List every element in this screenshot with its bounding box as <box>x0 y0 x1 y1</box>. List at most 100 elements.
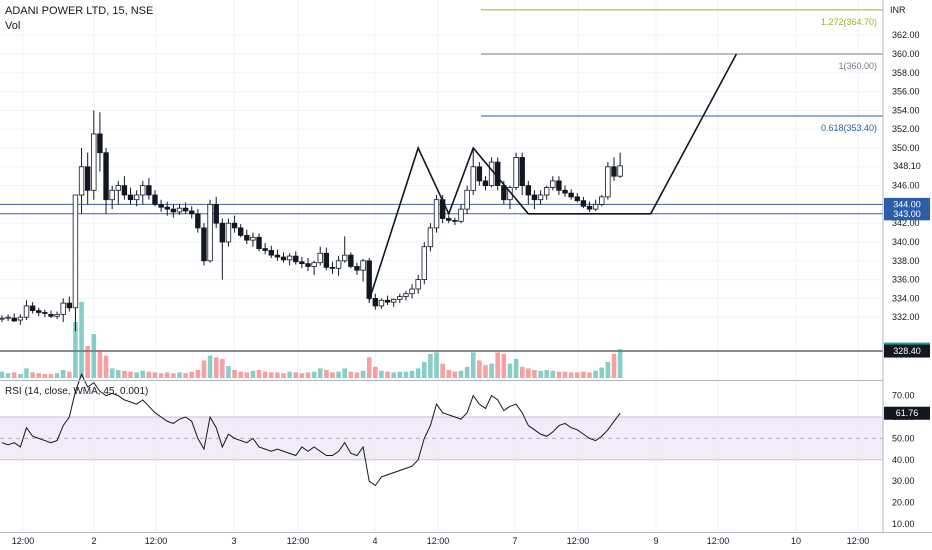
volume-bar <box>85 346 90 378</box>
volume-bar <box>128 371 133 378</box>
candle-body <box>574 196 580 202</box>
volume-bar <box>495 352 501 378</box>
candle-body <box>452 219 458 222</box>
rsi-value-tag-box <box>884 406 930 420</box>
volume-bar <box>397 371 403 378</box>
grid <box>0 0 883 532</box>
candle-body <box>213 203 219 224</box>
volume-bar <box>317 368 323 378</box>
volume-bar <box>415 368 421 378</box>
candle-body <box>433 199 440 229</box>
volume-bar <box>299 373 305 378</box>
fib-level-label: 1(360.00) <box>838 61 877 71</box>
candle-body <box>378 299 385 307</box>
volume-bar <box>526 368 531 378</box>
volume-bar <box>348 371 354 378</box>
volume-bar <box>213 357 219 378</box>
time-tick-label: 12:00 <box>847 536 870 546</box>
volume-bar <box>183 373 188 378</box>
price-tick-label: 332.00 <box>892 312 920 322</box>
candle-body <box>286 255 293 261</box>
horizontal-level-lines <box>0 203 883 352</box>
rsi-label[interactable]: RSI (14, close, WMA, 45, 0.001) <box>5 386 149 397</box>
price-tag-box <box>884 207 930 221</box>
volume-bar <box>171 373 176 378</box>
candle-body <box>5 316 11 319</box>
candle-body <box>97 133 103 154</box>
volume-bar <box>507 363 513 378</box>
fib-levels: 1.272(364.70) 1(360.00) 0.618(353.40) <box>481 9 883 133</box>
volume-bar <box>115 370 121 378</box>
candle-body <box>72 194 79 309</box>
volume-label[interactable]: Vol <box>5 20 21 32</box>
volume-bar <box>24 368 29 378</box>
candle-body <box>158 203 164 208</box>
candle-body <box>390 298 397 303</box>
candle-body <box>397 296 403 300</box>
candle-body <box>599 196 605 205</box>
rsi-tick-label: 50.00 <box>892 433 915 443</box>
candle-body <box>562 189 568 194</box>
price-axis[interactable]: 362.00 360.00 358.00 356.00 354.00 352.00 350.… <box>892 30 920 322</box>
volume-bar <box>336 371 341 378</box>
volume-bar <box>189 371 195 378</box>
candle-body <box>458 208 464 222</box>
volume-bar <box>330 372 335 378</box>
time-axis[interactable]: 12:00 2 12:00 3 12:00 4 12:00 7 12:00 9 12:00 10 12:… <box>12 536 870 546</box>
volume-bar <box>617 349 623 378</box>
candle-body <box>550 180 556 188</box>
candle-body <box>256 236 262 249</box>
candle-body <box>231 222 238 229</box>
candle-body <box>372 297 379 307</box>
price-tick-label: 362.00 <box>892 30 920 40</box>
candle-body <box>488 161 495 187</box>
candle-body <box>409 288 415 295</box>
volume-bar <box>483 365 488 378</box>
volume-bar <box>54 373 60 378</box>
candle-body <box>519 156 525 186</box>
volume-bar <box>581 371 586 378</box>
volume-bar <box>0 371 5 378</box>
volume-bar <box>446 370 452 378</box>
candle-body <box>127 194 134 201</box>
volume-bar <box>519 366 525 378</box>
volume-bar <box>79 302 84 378</box>
time-tick-label: 12:00 <box>427 536 450 546</box>
price-tick-label: 334.00 <box>892 293 920 303</box>
volume-bar <box>513 358 519 378</box>
volume-bar <box>489 363 494 378</box>
candle-body <box>268 250 274 256</box>
candle-body <box>23 305 30 318</box>
candle-body <box>531 194 538 201</box>
time-tick-label: 10 <box>791 536 801 546</box>
volume-bar <box>593 370 598 378</box>
volume-bar <box>152 372 158 378</box>
currency-label: INR <box>890 5 906 15</box>
chart-title[interactable]: ADANI POWER LTD, 15, NSE <box>5 5 154 17</box>
candle-body <box>189 210 195 215</box>
candle-body <box>176 207 183 213</box>
time-tick-label: 12:00 <box>707 536 730 546</box>
volume-bar <box>391 372 396 378</box>
volume-bar <box>403 371 409 378</box>
volume-bar <box>293 372 299 378</box>
axes <box>0 0 932 533</box>
candle-body <box>580 200 587 207</box>
candle-body <box>225 222 232 243</box>
candle-body <box>311 262 317 267</box>
candle-body <box>415 279 421 290</box>
volume-bars <box>0 302 623 378</box>
price-tick-label: 350.00 <box>892 143 920 153</box>
candle-body <box>121 185 128 196</box>
volume-bar <box>354 372 360 378</box>
rsi-band <box>0 416 883 461</box>
volume-bar <box>18 374 23 378</box>
candle-body <box>146 185 152 196</box>
volume-bar <box>305 372 311 378</box>
candle-body <box>60 302 66 315</box>
price-tag-label: 348.10 <box>893 161 921 171</box>
volume-bar <box>256 370 262 378</box>
time-tick-label: 12:00 <box>145 536 168 546</box>
volume-bar <box>11 372 17 378</box>
